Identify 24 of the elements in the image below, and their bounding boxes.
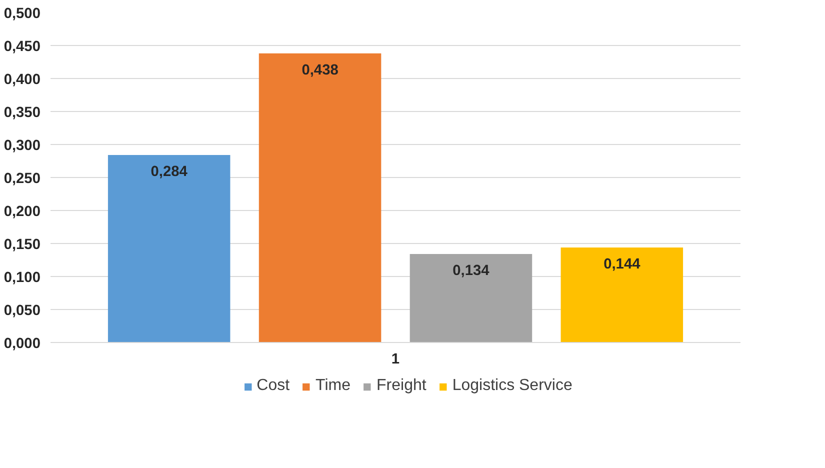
bar bbox=[560, 247, 684, 342]
legend-label: Freight bbox=[376, 377, 426, 395]
y-tick-label: 0,150 bbox=[4, 237, 41, 253]
data-label: 0,134 bbox=[452, 262, 490, 279]
data-label: 0,144 bbox=[604, 256, 642, 272]
bar bbox=[258, 53, 382, 342]
y-tick-label: 0,050 bbox=[4, 303, 41, 319]
data-label: 0,284 bbox=[150, 164, 188, 180]
y-tick-label: 0,200 bbox=[4, 204, 41, 220]
y-tick-label: 0,100 bbox=[4, 270, 41, 286]
y-tick-label: 0,500 bbox=[4, 6, 41, 22]
legend-label: Cost bbox=[256, 377, 290, 395]
bar bbox=[108, 155, 230, 342]
y-tick-label: 0,400 bbox=[4, 72, 41, 88]
data-label: 0,438 bbox=[302, 62, 338, 78]
y-tick-label: 0,300 bbox=[4, 138, 41, 154]
x-tick-label: 1 bbox=[391, 352, 400, 368]
y-tick-label: 0,350 bbox=[4, 105, 41, 121]
legend-label: Logistics Service bbox=[452, 377, 572, 395]
y-tick-label: 0,000 bbox=[4, 336, 41, 352]
y-tick-label: 0,250 bbox=[4, 171, 41, 187]
legend-label: Time bbox=[316, 377, 351, 395]
y-tick-label: 0,450 bbox=[4, 39, 41, 55]
bar bbox=[410, 254, 532, 342]
